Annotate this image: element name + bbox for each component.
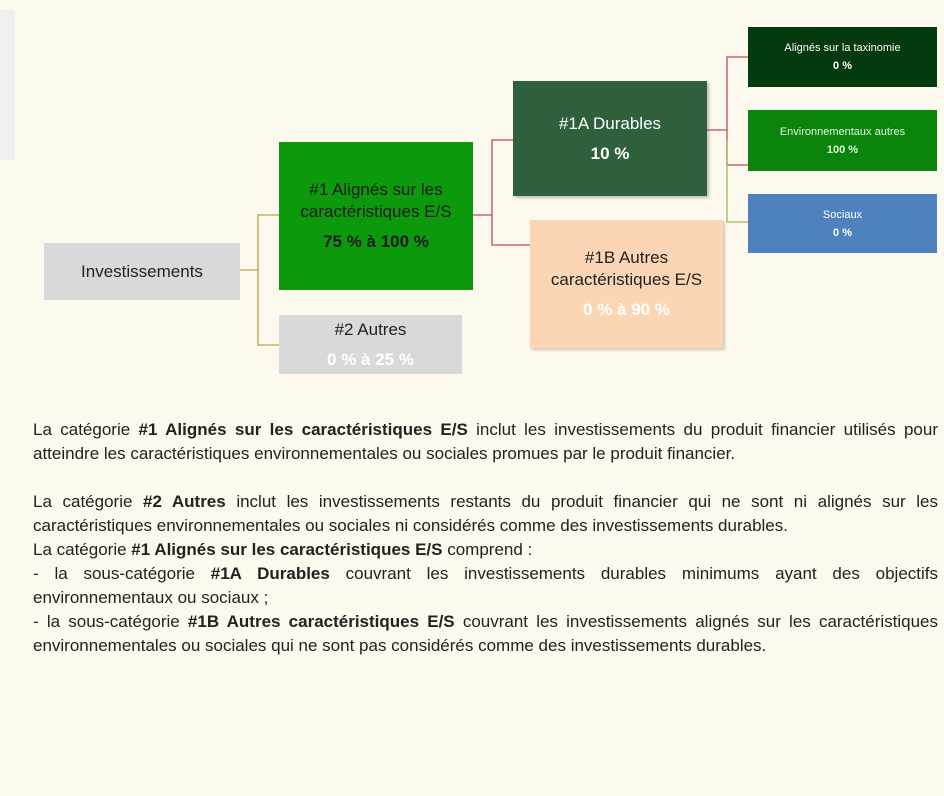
node-value: 0 % bbox=[833, 226, 852, 239]
node-value: 100 % bbox=[826, 143, 859, 156]
paragraph: La catégorie #1 Alignés sur les caractér… bbox=[33, 418, 938, 466]
node: #1B Autres caractéristiques E/S 0 % à 90 … bbox=[530, 220, 723, 348]
node: Sociaux 0 % bbox=[748, 194, 937, 253]
node-value: 0 % à 90 % bbox=[583, 300, 670, 319]
node-label: Alignés sur la taxinomie bbox=[784, 42, 901, 54]
connector bbox=[473, 139, 530, 246]
node-label: Sociaux bbox=[822, 208, 863, 221]
node: #1 Alignés sur les caractéristiques E/S 7… bbox=[279, 142, 473, 290]
text-run: La catégorie bbox=[33, 540, 132, 559]
text-run: couvrant les investissements alignés sur… bbox=[33, 612, 938, 655]
text-run: #1 Alignés sur les caractéristiques E/S bbox=[138, 420, 468, 439]
connectors bbox=[240, 56, 748, 346]
text-run: inclut les investissements restants du p… bbox=[33, 492, 938, 535]
node: #2 Autres 0 % à 25 % bbox=[279, 315, 462, 374]
text-run: - la sous-catégorie bbox=[33, 612, 188, 631]
description: La catégorie #1 Alignés sur les caractér… bbox=[33, 418, 938, 658]
node-label: Investissements bbox=[81, 261, 203, 281]
text-run: inclut les investissements du produit fi… bbox=[33, 420, 938, 463]
node-label: #1A Durables bbox=[558, 113, 662, 133]
text-run: - la sous-catégorie bbox=[33, 564, 211, 583]
connector bbox=[240, 214, 279, 346]
node-label: #1 Alignés sur les caractéristiques E/S bbox=[300, 180, 452, 221]
node-value: 10 % bbox=[590, 143, 630, 163]
text-run: La catégorie bbox=[33, 420, 139, 439]
node-value: 0 % bbox=[833, 60, 852, 72]
node-label: #2 Autres bbox=[334, 319, 407, 339]
node: Investissements bbox=[44, 243, 240, 300]
text-run: La catégorie bbox=[33, 492, 144, 511]
paragraph: La catégorie #1 Alignés sur les caractér… bbox=[33, 538, 938, 562]
node-label: Environnementaux autres bbox=[779, 125, 906, 138]
node: Alignés sur la taxinomie 0 % bbox=[748, 27, 937, 87]
text-run: #2 Autres bbox=[143, 492, 226, 511]
node: #1A Durables 10 % bbox=[513, 81, 707, 196]
paragraph: - la sous-catégorie #1B Autres caractéri… bbox=[33, 610, 938, 658]
text-run: #1B Autres caractéristiques E/S bbox=[187, 612, 455, 631]
connector bbox=[726, 140, 748, 223]
node-value: 75 % à 100 % bbox=[323, 232, 429, 251]
text-run: #1A Durables bbox=[210, 564, 330, 583]
node-value: 0 % à 25 % bbox=[327, 349, 414, 369]
node: Environnementaux autres 100 % bbox=[748, 110, 937, 171]
text-run: comprend : bbox=[442, 540, 533, 559]
text-run: couvrant les investissements durables mi… bbox=[33, 564, 938, 607]
node-label: #1B Autres caractéristiques E/S bbox=[550, 248, 703, 289]
text-run: #1 Alignés sur les caractéristiques E/S bbox=[131, 540, 443, 559]
side-panel bbox=[0, 10, 15, 160]
paragraph: - la sous-catégorie #1A Durables couvran… bbox=[33, 562, 938, 610]
paragraph: La catégorie #2 Autres inclut les invest… bbox=[33, 490, 938, 538]
